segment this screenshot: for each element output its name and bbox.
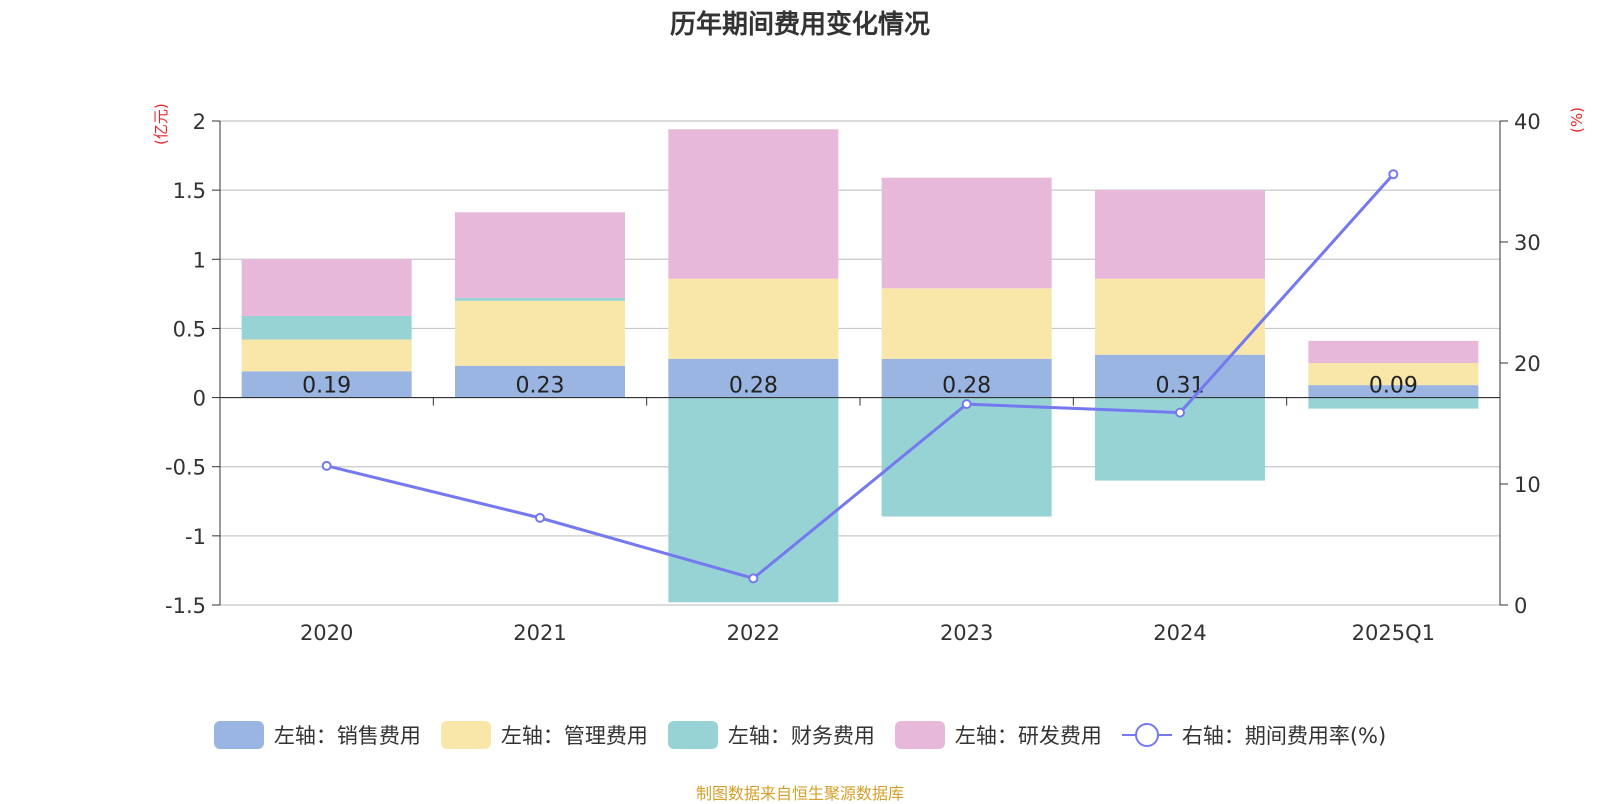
left-axis-tick-label: 0.5	[173, 317, 206, 341]
legend-label-rate: 右轴：期间费用率(%)	[1181, 724, 1387, 748]
bar-rd	[455, 212, 625, 299]
left-axis-tick-label: -0.5	[165, 456, 206, 480]
bar-admin	[455, 300, 625, 366]
data-source-note: 制图数据来自恒生聚源数据库	[695, 784, 904, 803]
legend-item-rd[interactable]: 左轴：研发费用	[894, 720, 1102, 750]
legend-label-admin: 左轴：管理费用	[500, 724, 648, 748]
line-rate-point	[1388, 169, 1399, 180]
legend-swatch-rate	[1121, 721, 1172, 749]
line-rate-point	[535, 512, 545, 523]
x-axis-tick-label: 2021	[513, 621, 566, 645]
legend-label-finance: 左轴：财务费用	[727, 724, 875, 748]
bar-rd	[1308, 340, 1479, 363]
bar-admin	[881, 288, 1052, 359]
legend-swatch-admin	[440, 721, 491, 749]
data-label-sales: 0.28	[942, 374, 991, 399]
bar-sales	[241, 371, 412, 398]
bar-sales	[1095, 354, 1265, 398]
left-axis-tick-label: 2	[193, 110, 206, 134]
right-axis-tick-label: 40	[1514, 110, 1541, 134]
legend-label-rd: 左轴：研发费用	[954, 724, 1102, 748]
line-rate-point	[961, 399, 972, 410]
left-axis-tick-label: 1	[193, 248, 206, 272]
bar-rd	[241, 259, 412, 316]
data-label-sales: 0.28	[729, 374, 778, 399]
x-axis-tick-label: 2022	[727, 621, 780, 645]
bar-sales	[455, 365, 625, 398]
bar-sales	[881, 358, 1052, 398]
bar-rd	[1095, 190, 1265, 279]
bar-finance	[668, 397, 839, 603]
x-axis-tick-label: 2023	[940, 621, 993, 645]
left-axis-tick-label: 0	[193, 387, 206, 411]
line-rate-point	[321, 460, 332, 471]
data-label-sales: 0.09	[1369, 374, 1418, 399]
legend-swatch-finance	[667, 721, 718, 749]
line-rate-point	[748, 573, 759, 584]
line-rate-point	[1175, 407, 1185, 418]
bar-sales	[668, 358, 839, 398]
chart-plot-area: 2 1.5 1 0.5 0 -0.5 -1 -1.5 40 30 20 10 0 2020 2021 2022…	[165, 110, 1541, 645]
left-axis-tick-label: -1	[185, 525, 206, 549]
legend: 左轴：销售费用 左轴：管理费用 左轴：财务费用 左轴：研发费用 右轴：期间费用率…	[0, 720, 1600, 750]
legend-item-admin[interactable]: 左轴：管理费用	[440, 720, 648, 750]
bar-admin	[1095, 278, 1265, 355]
chart-title: 历年期间费用变化情况	[669, 10, 930, 40]
legend-label-sales: 左轴：销售费用	[273, 724, 421, 748]
legend-item-sales[interactable]: 左轴：销售费用	[213, 720, 421, 750]
data-label-sales: 0.23	[516, 374, 565, 399]
right-axis-tick-label: 10	[1514, 473, 1541, 497]
bar-rd	[668, 129, 839, 279]
legend-swatch-rd	[894, 721, 945, 749]
bar-sales	[1308, 385, 1479, 398]
right-axis-tick-label: 20	[1514, 352, 1541, 376]
bar-rd	[881, 177, 1052, 289]
legend-swatch-sales	[213, 721, 264, 749]
bar-finance	[1308, 397, 1479, 409]
legend-item-rate[interactable]: 右轴：期间费用率(%)	[1121, 720, 1387, 750]
left-axis-tick-label: -1.5	[165, 594, 206, 618]
legend-item-finance[interactable]: 左轴：财务费用	[667, 720, 875, 750]
x-axis-tick-label: 2024	[1153, 621, 1206, 645]
bar-admin	[241, 339, 412, 372]
data-label-sales: 0.19	[302, 374, 351, 399]
right-axis-tick-label: 0	[1514, 594, 1527, 618]
bar-finance	[455, 298, 625, 301]
bar-admin	[1308, 363, 1479, 386]
x-axis-tick-label: 2025Q1	[1352, 621, 1435, 645]
bar-finance	[241, 315, 412, 340]
line-rate	[326, 173, 1395, 581]
x-axis-tick-label: 2020	[300, 621, 353, 645]
bar-admin	[668, 278, 839, 359]
right-axis-tick-label: 30	[1514, 231, 1541, 255]
bar-finance	[881, 397, 1052, 517]
left-axis-tick-label: 1.5	[173, 179, 206, 203]
